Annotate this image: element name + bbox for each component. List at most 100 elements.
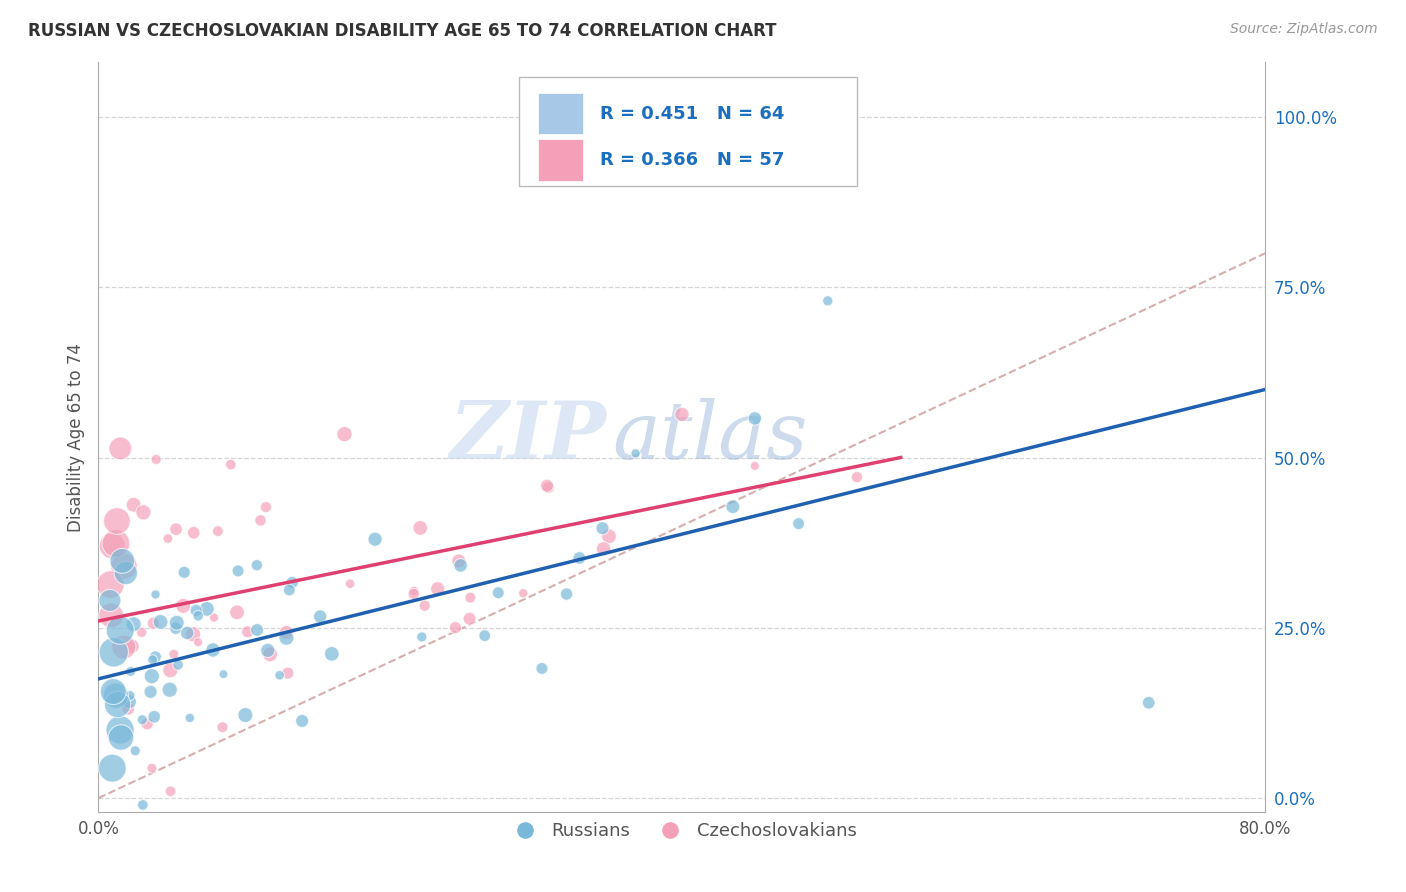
Point xyxy=(512,586,534,600)
Point xyxy=(101,539,124,553)
Point xyxy=(136,716,159,731)
Point xyxy=(246,623,269,637)
Point xyxy=(212,667,235,681)
Point xyxy=(624,446,647,460)
Point xyxy=(226,564,249,578)
Point xyxy=(183,525,205,540)
Point xyxy=(165,621,187,635)
Point xyxy=(291,714,314,728)
Point xyxy=(555,587,578,601)
Bar xyxy=(538,139,582,181)
Point xyxy=(145,452,167,467)
FancyBboxPatch shape xyxy=(519,78,858,186)
Point xyxy=(254,500,277,515)
Point xyxy=(276,631,298,645)
Point xyxy=(124,744,146,758)
Point xyxy=(537,481,560,495)
Point xyxy=(131,625,153,640)
Point xyxy=(159,663,181,677)
Point xyxy=(846,470,869,484)
Point xyxy=(447,554,470,568)
Point xyxy=(568,551,591,566)
Point xyxy=(530,661,553,675)
Point xyxy=(165,522,187,536)
Point xyxy=(110,731,132,745)
Point xyxy=(201,643,224,657)
Point xyxy=(409,521,432,535)
Point xyxy=(787,516,810,531)
Point xyxy=(259,648,281,662)
Point xyxy=(226,605,249,619)
Point xyxy=(166,615,188,630)
Text: RUSSIAN VS CZECHOSLOVAKIAN DISABILITY AGE 65 TO 74 CORRELATION CHART: RUSSIAN VS CZECHOSLOVAKIAN DISABILITY AG… xyxy=(28,22,776,40)
Point xyxy=(536,479,558,493)
Point xyxy=(219,458,242,472)
Point xyxy=(104,689,127,703)
Text: Source: ZipAtlas.com: Source: ZipAtlas.com xyxy=(1230,22,1378,37)
Point xyxy=(269,668,291,682)
Point xyxy=(118,689,141,703)
Point xyxy=(184,603,207,617)
Point xyxy=(592,541,614,556)
Point xyxy=(167,657,190,672)
Point xyxy=(486,586,509,600)
Point xyxy=(474,629,496,643)
Point xyxy=(100,608,122,623)
Point xyxy=(101,761,124,775)
Text: R = 0.451   N = 64: R = 0.451 N = 64 xyxy=(600,104,785,122)
Point xyxy=(176,626,198,640)
Point xyxy=(278,582,301,597)
Point xyxy=(591,521,613,535)
Point xyxy=(458,612,481,626)
Point xyxy=(103,645,125,659)
Point xyxy=(132,797,155,812)
Point xyxy=(117,702,139,716)
Point xyxy=(277,666,299,681)
Point xyxy=(107,698,129,712)
Point xyxy=(120,665,142,679)
Point xyxy=(235,708,257,723)
Point xyxy=(98,593,121,607)
Point xyxy=(817,293,839,308)
Point xyxy=(104,536,127,550)
Point xyxy=(141,669,163,683)
Point xyxy=(111,554,134,568)
Point xyxy=(309,609,332,624)
Point xyxy=(460,591,482,605)
Point xyxy=(744,458,766,473)
Point xyxy=(145,587,167,601)
Point xyxy=(744,411,766,425)
Point xyxy=(122,498,145,512)
Point xyxy=(444,621,467,635)
Point xyxy=(110,442,132,456)
Point xyxy=(145,649,167,664)
Point xyxy=(142,616,165,631)
Point xyxy=(413,599,436,613)
Bar xyxy=(538,93,582,134)
Point xyxy=(181,627,204,641)
Point xyxy=(402,583,425,598)
Point xyxy=(141,761,163,775)
Point xyxy=(249,513,271,527)
Point xyxy=(598,529,620,543)
Point xyxy=(202,610,225,624)
Point xyxy=(339,576,361,591)
Point xyxy=(281,575,304,590)
Point xyxy=(118,695,141,709)
Point xyxy=(276,625,298,640)
Point xyxy=(321,647,343,661)
Point xyxy=(108,723,131,737)
Point xyxy=(100,577,122,591)
Text: atlas: atlas xyxy=(612,399,807,475)
Point xyxy=(187,608,209,623)
Point xyxy=(121,640,143,654)
Point xyxy=(114,566,136,580)
Point xyxy=(156,532,179,546)
Point xyxy=(195,602,218,616)
Point xyxy=(179,711,201,725)
Point xyxy=(105,514,128,528)
Point xyxy=(187,635,209,649)
Point xyxy=(450,558,472,573)
Point xyxy=(333,427,356,442)
Point xyxy=(671,408,693,422)
